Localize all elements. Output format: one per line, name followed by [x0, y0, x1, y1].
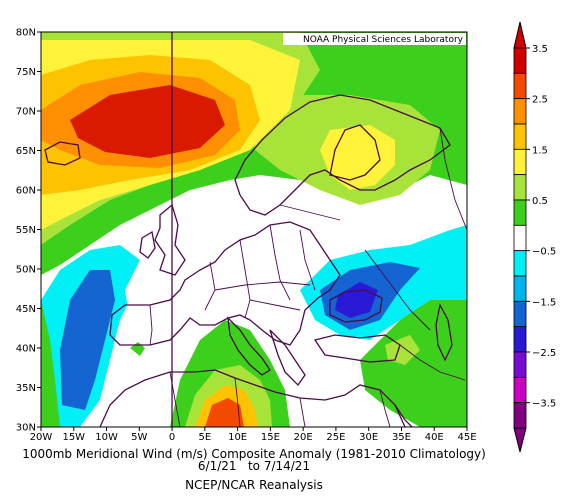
colorbar-bottom-arrow	[513, 427, 527, 453]
coast-balkans	[269, 329, 306, 387]
colorbar-label: −1.5	[532, 297, 556, 308]
coast-turkey	[313, 334, 401, 363]
colorbar-swatch	[513, 98, 527, 125]
colorbar-swatch	[513, 326, 527, 353]
colorbar-swatch	[513, 148, 527, 176]
colorbar-label: −2.5	[532, 348, 556, 359]
lon-tick-label: 35E	[392, 432, 411, 443]
lon-tick-label: 10W	[95, 432, 118, 443]
lat-tick-label: 65N	[16, 146, 36, 157]
coast-europe	[109, 221, 341, 346]
credit-box	[283, 33, 466, 45]
coast-iceland	[44, 141, 81, 166]
lat-tick-label: 35N	[16, 383, 36, 394]
colorbar-swatch	[513, 300, 527, 328]
border-d	[299, 229, 316, 291]
coast-italy	[227, 316, 271, 376]
colorbar-swatch	[513, 174, 527, 201]
colorbar-label: 3.5	[532, 44, 548, 55]
coast-britain	[154, 203, 186, 276]
contour-blue-west	[60, 270, 115, 410]
lat-tick-label: 70N	[16, 107, 36, 118]
colorbar-swatch	[513, 47, 527, 74]
colorbar-swatch	[513, 199, 527, 226]
colorbar-top-arrow	[513, 21, 527, 49]
colorbar-swatch	[513, 402, 527, 429]
colorbar: 3.5 2.5 1.5 0.5 −0.5 −1.5 −2.5 −3.5	[513, 21, 556, 453]
lon-tick-label: 20E	[294, 432, 313, 443]
border-h	[279, 204, 341, 221]
coast-black-sea	[329, 289, 383, 323]
map-panel: NOAA Physical Sciences Laboratory	[40, 31, 468, 428]
border-e	[214, 281, 311, 291]
contour-orange-south	[205, 398, 244, 427]
border-m	[299, 397, 306, 427]
lon-tick-label: 20W	[30, 432, 53, 443]
colorbar-label: 0.5	[532, 196, 548, 207]
coast-ireland	[139, 230, 156, 259]
contour-white-center	[120, 185, 467, 390]
lon-tick-label: 5E	[199, 432, 212, 443]
contour-white-iberia	[125, 250, 190, 340]
colorbar-label: −0.5	[532, 247, 556, 258]
contour-green-southeast	[360, 300, 467, 427]
lon-tick-label: 25E	[326, 432, 345, 443]
lon-tick-label: 40E	[425, 432, 444, 443]
border-g	[149, 304, 153, 346]
lat-tick-label: 80N	[16, 28, 36, 39]
colorbar-label: 1.5	[532, 145, 548, 156]
colorbar-label: −3.5	[532, 399, 556, 410]
anomaly-fill	[41, 32, 467, 427]
lat-tick-label: 60N	[16, 186, 36, 197]
contour-lightgreen-southeast	[385, 335, 420, 365]
lat-tick-label: 40N	[16, 344, 36, 355]
caption-line-2: 6/1/21 to 7/14/21	[198, 459, 310, 473]
colorbar-swatch	[513, 123, 527, 150]
lon-tick-label: 0	[169, 432, 175, 443]
colorbar-swatch	[513, 376, 527, 404]
lat-tick-label: 30N	[16, 423, 36, 434]
coast-finland	[329, 124, 381, 181]
border-l	[234, 377, 241, 427]
longitude-axis: 20W 15W 10W 5W 0 5E 10E 15E 20E 25E 30E 35E 40E 45E	[30, 427, 477, 443]
colorbar-swatch	[513, 224, 527, 252]
border-i	[364, 249, 431, 331]
lon-tick-label: 45E	[457, 432, 476, 443]
coast-caspian	[435, 303, 453, 362]
border-f	[249, 299, 301, 311]
contour-green-southwest	[41, 300, 60, 427]
lat-tick-label: 50N	[16, 265, 36, 276]
lat-tick-label: 75N	[16, 67, 36, 78]
border-n	[379, 389, 391, 427]
lon-tick-label: 10E	[228, 432, 247, 443]
border-c	[269, 224, 291, 301]
contour-red	[70, 85, 225, 158]
colorbar-swatch	[513, 250, 527, 277]
credit-text: NOAA Physical Sciences Laboratory	[303, 35, 464, 45]
colorbar-swatch	[513, 351, 527, 378]
lon-tick-label: 15E	[261, 432, 280, 443]
lon-tick-label: 5W	[131, 432, 147, 443]
border-o	[439, 127, 467, 231]
border-j	[399, 344, 466, 381]
coast-africa	[99, 369, 406, 427]
lon-tick-label: 15W	[62, 432, 85, 443]
colorbar-swatch	[513, 72, 527, 100]
latitude-axis: 30N 35N 40N 45N 50N 55N 60N 65N 70N 75N 80N	[16, 28, 41, 434]
lat-tick-label: 45N	[16, 304, 36, 315]
colorbar-swatch	[513, 275, 527, 302]
country-borders	[149, 127, 467, 427]
colorbar-label: 2.5	[532, 95, 548, 106]
coast-red-sea	[394, 404, 413, 427]
caption-line-1: 1000mb Meridional Wind (m/s) Composite A…	[22, 447, 486, 461]
lon-tick-label: 30E	[359, 432, 378, 443]
lat-tick-label: 55N	[16, 225, 36, 236]
caption-line-3: NCEP/NCAR Reanalysis	[185, 478, 323, 492]
